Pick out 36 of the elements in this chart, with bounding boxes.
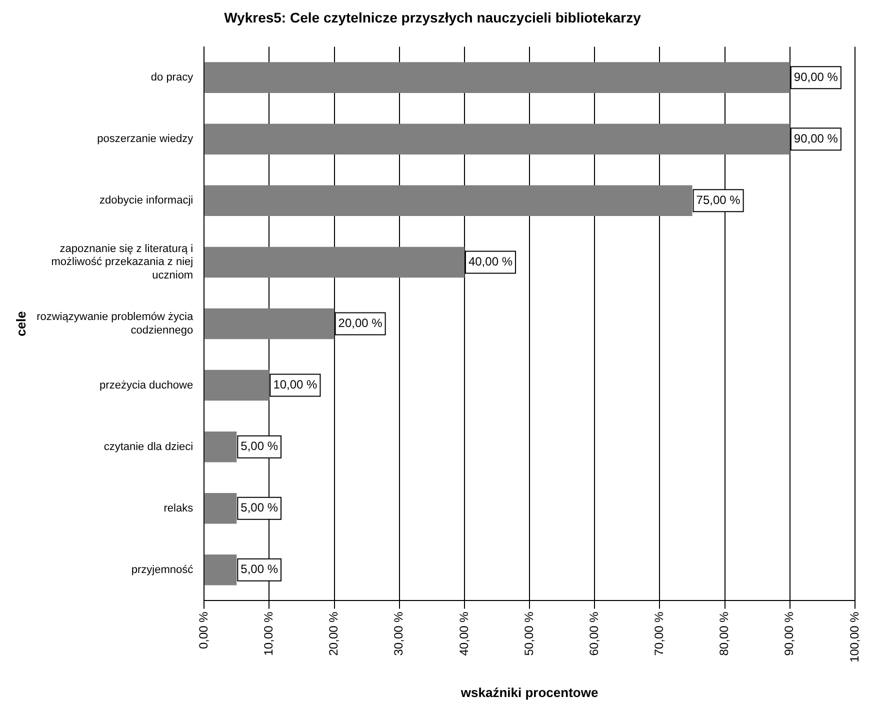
- data-label: 5,00 %: [240, 562, 278, 576]
- x-tick-label: 90,00 %: [782, 611, 796, 656]
- x-tick-label: 70,00 %: [652, 611, 666, 656]
- x-tick-label: 20,00 %: [326, 611, 341, 656]
- y-tick-label: przyjemność: [131, 564, 194, 576]
- x-tick-label: 100,00 %: [847, 611, 862, 662]
- chart-title: Wykres5: Cele czytelnicze przyszłych nauczycieli bibliotekarzy: [224, 9, 642, 26]
- data-label: 20,00 %: [338, 316, 383, 330]
- bar: [204, 431, 237, 462]
- x-tick-label: 30,00 %: [392, 611, 406, 656]
- x-tick-label: 40,00 %: [456, 611, 471, 656]
- bar: [204, 185, 692, 216]
- data-label: 75,00 %: [696, 192, 741, 207]
- y-tick-label: poszerzanie wiedzy: [97, 133, 194, 146]
- data-label: 5,00 %: [240, 500, 278, 515]
- x-tick-label: 50,00 %: [522, 611, 536, 656]
- y-tick-label: do pracy: [150, 72, 194, 84]
- y-tick-label: zdobycie informacji: [100, 194, 194, 207]
- data-label: 90,00 %: [794, 131, 838, 146]
- y-axis-title: cele: [13, 311, 28, 336]
- x-tick-label: 60,00 %: [586, 611, 601, 656]
- x-axis-title: wskaźniki procentowe: [460, 684, 598, 700]
- y-tick-label: relaks: [164, 502, 194, 514]
- y-tick-label: zapoznanie się z literaturą i możliwość przekazania z niej uczniom: [51, 243, 194, 282]
- x-tick-label: 0,00 %: [196, 611, 210, 650]
- x-tick-label: 10,00 %: [262, 611, 276, 656]
- x-tick-label: 80,00 %: [717, 611, 732, 656]
- y-tick-label: przeżycia duchowe: [100, 379, 194, 392]
- data-label: 5,00 %: [240, 439, 278, 454]
- data-label: 90,00 %: [794, 70, 838, 84]
- bar: [204, 554, 237, 586]
- bar: [204, 492, 237, 524]
- y-tick-label: czytanie dla dzieci: [104, 440, 194, 453]
- data-label: 10,00 %: [273, 378, 318, 392]
- data-label: 40,00 %: [468, 254, 513, 269]
- y-tick-label: rozwiązywanie problemów życia codziennego: [36, 311, 194, 336]
